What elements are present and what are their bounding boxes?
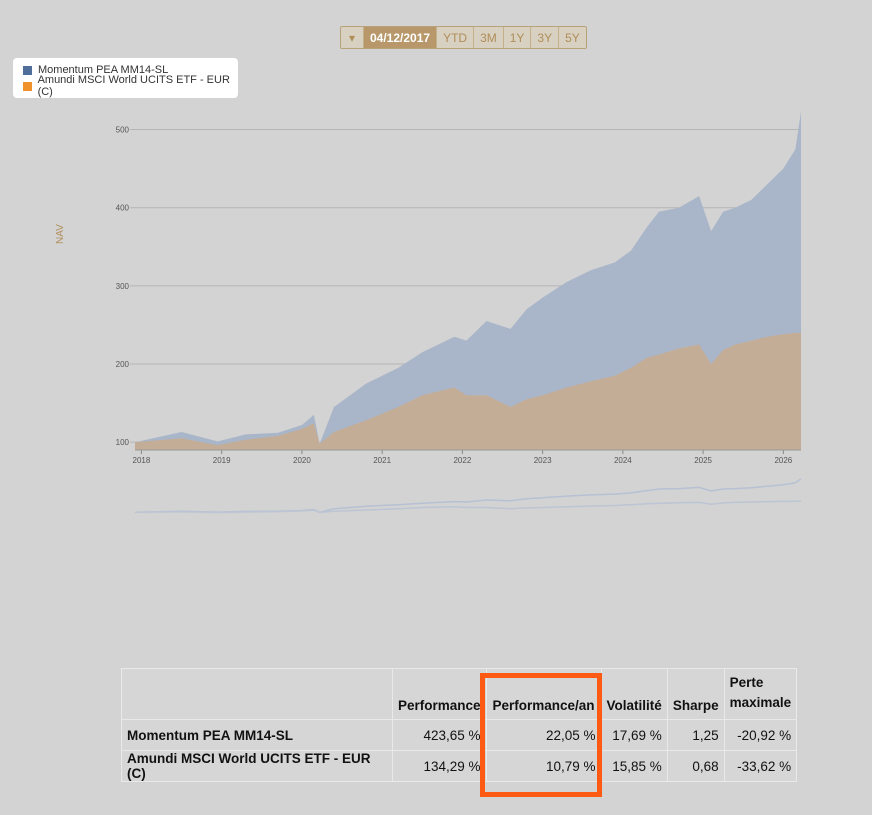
- table-header-performance: Performance: [392, 668, 487, 720]
- legend-item-series-1[interactable]: Momentum PEA MM14-SL: [13, 62, 238, 78]
- navigator-line-2: [134, 500, 801, 514]
- table-cell-performance-per-year: 22,05 %: [485, 719, 602, 751]
- legend-label-series-2: Amundi MSCI World UCITS ETF - EUR (C): [37, 74, 230, 98]
- table-cell-max-drawdown: -20,92 %: [723, 719, 798, 751]
- date-range-selector: ▾ 04/12/2017 YTD 3M 1Y 3Y 5Y: [340, 26, 587, 49]
- y-tick-label: 300: [116, 282, 130, 291]
- range-dropdown-button[interactable]: ▾: [341, 27, 363, 48]
- y-tick-label: 200: [116, 360, 130, 369]
- table-header-name: [121, 668, 393, 720]
- table-cell-performance-per-year: 10,79 %: [485, 750, 602, 782]
- x-tick-label: 2024: [614, 456, 632, 465]
- table-cell-volatility: 17,69 %: [600, 719, 668, 751]
- series-area-2: [135, 332, 801, 450]
- table-header-max-drawdown: Perte maximale: [723, 668, 798, 720]
- legend-label-series-1: Momentum PEA MM14-SL: [38, 64, 169, 76]
- performance-table: Performance Performance/an Volatilité Sh…: [121, 668, 798, 782]
- table-header-sharpe: Sharpe: [666, 668, 725, 720]
- range-5y-button[interactable]: 5Y: [558, 27, 586, 48]
- x-tick-label: 2022: [453, 456, 471, 465]
- range-ytd-button[interactable]: YTD: [436, 27, 473, 48]
- table-header-performance-per-year: Performance/an: [485, 668, 602, 720]
- x-tick-label: 2018: [133, 456, 151, 465]
- range-1y-button[interactable]: 1Y: [502, 27, 531, 48]
- table-cell-performance: 134,29 %: [392, 750, 487, 782]
- y-tick-label: 100: [116, 438, 130, 447]
- caret-down-icon: ▾: [348, 30, 356, 45]
- range-3m-button[interactable]: 3M: [473, 27, 503, 48]
- legend-swatch-series-2: [23, 81, 32, 91]
- start-date-button[interactable]: 04/12/2017: [363, 27, 437, 48]
- table-header-volatility: Volatilité: [600, 668, 668, 720]
- x-tick-label: 2026: [774, 456, 792, 465]
- legend-item-series-2[interactable]: Amundi MSCI World UCITS ETF - EUR (C): [13, 74, 238, 98]
- x-tick-label: 2019: [213, 456, 231, 465]
- table-cell-performance: 423,65 %: [392, 719, 487, 751]
- y-tick-label: 500: [116, 126, 130, 135]
- series-area-1: [135, 111, 801, 450]
- table-header-row: Performance Performance/an Volatilité Sh…: [121, 668, 798, 720]
- table-row: Momentum PEA MM14-SL 423,65 % 22,05 % 17…: [121, 719, 798, 751]
- x-tick-label: 2023: [534, 456, 552, 465]
- table-cell-sharpe: 0,68: [666, 750, 725, 782]
- legend-swatch-series-1: [23, 65, 32, 75]
- table-row: Amundi MSCI World UCITS ETF - EUR (C) 13…: [121, 750, 798, 782]
- table-cell-sharpe: 1,25: [666, 719, 725, 751]
- chart-legend: Momentum PEA MM14-SL Amundi MSCI World U…: [13, 58, 238, 98]
- x-tick-label: 2020: [293, 456, 311, 465]
- nav-chart: 100 200 300 400 500 2018 2019 2020 2021 2022 2023 2…: [116, 111, 802, 514]
- table-cell-max-drawdown: -33,62 %: [723, 750, 798, 782]
- range-3y-button[interactable]: 3Y: [530, 27, 558, 48]
- table-cell-fund-name: Momentum PEA MM14-SL: [121, 719, 393, 751]
- table-cell-fund-name: Amundi MSCI World UCITS ETF - EUR (C): [121, 750, 393, 782]
- y-tick-label: 400: [116, 204, 130, 213]
- table-cell-volatility: 15,85 %: [600, 750, 668, 782]
- x-tick-label: 2025: [694, 456, 712, 465]
- x-tick-label: 2021: [373, 456, 391, 465]
